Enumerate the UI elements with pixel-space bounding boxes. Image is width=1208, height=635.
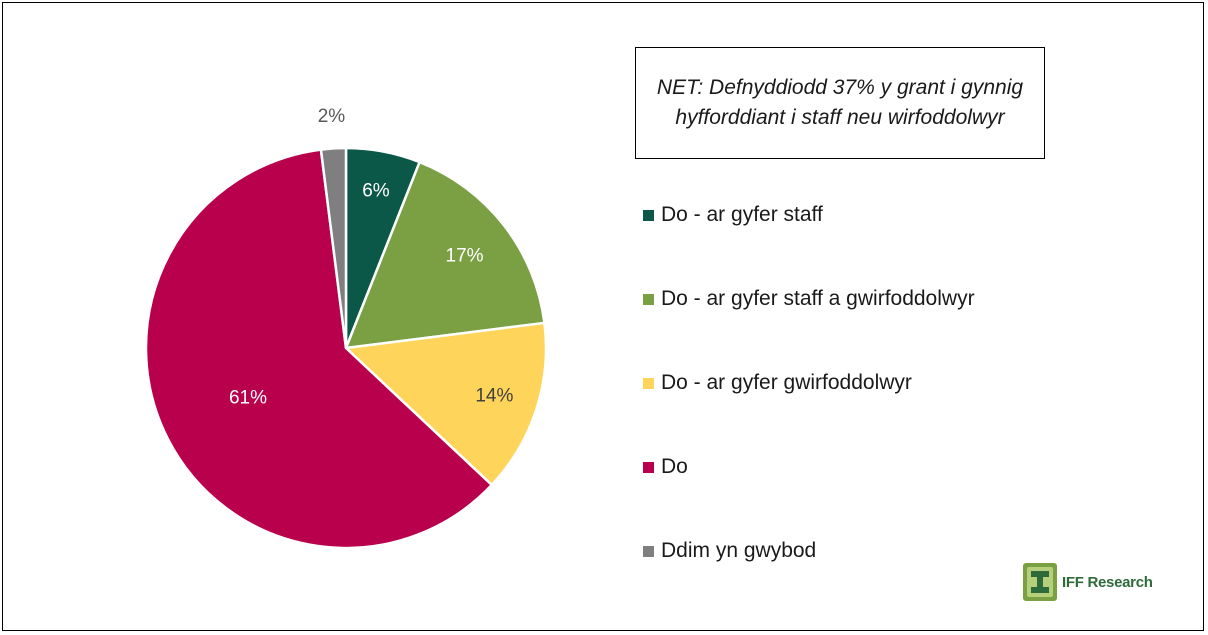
data-label: 17%	[446, 246, 484, 267]
legend-label: Do	[661, 455, 688, 478]
legend-item-do-staff: Do - ar gyfer staff	[643, 203, 823, 227]
pie-slice	[144, 148, 494, 550]
data-label: 14%	[475, 386, 513, 407]
legend-swatch-do-staff-gwirfoddolwyr	[643, 293, 654, 305]
legend-item-do-gwirfoddolwyr: Do - ar gyfer gwirfoddolwyr	[643, 371, 912, 395]
iff-research-logo: IFF Research	[1023, 563, 1153, 601]
legend-swatch-do-staff	[643, 209, 654, 221]
legend-label: Do - ar gyfer gwirfoddolwyr	[661, 371, 912, 394]
legend-label: Ddim yn gwybod	[661, 539, 817, 562]
legend-item-ddim-yn-gwybod: Ddim yn gwybod	[643, 539, 816, 563]
pie-chart: 6% 17% 14% 61% 2%	[144, 106, 548, 550]
net-annotation-text: NET: Defnyddiodd 37% y grant i gynnig hy…	[656, 76, 1024, 129]
legend-swatch-do	[643, 461, 654, 473]
logo-text: IFF Research	[1062, 573, 1153, 591]
legend-label: Do - ar gyfer staff a gwirfoddolwyr	[661, 287, 975, 310]
pie-slice	[344, 160, 546, 350]
legend-item-do: Do	[643, 455, 688, 479]
iff-logo-icon	[1023, 563, 1057, 601]
net-annotation-box: NET: Defnyddiodd 37% y grant i gynnig hy…	[635, 47, 1045, 159]
legend-swatch-ddim-yn-gwybod	[643, 545, 654, 557]
legend-item-do-staff-gwirfoddolwyr: Do - ar gyfer staff a gwirfoddolwyr	[643, 287, 975, 311]
pie-slice	[319, 146, 348, 350]
pie-slice	[344, 321, 548, 487]
legend-label: Do - ar gyfer staff	[661, 203, 823, 226]
data-label: 6%	[362, 180, 390, 201]
data-label: 61%	[229, 387, 267, 408]
legend-swatch-do-gwirfoddolwyr	[643, 377, 654, 389]
data-label: 2%	[318, 106, 346, 127]
